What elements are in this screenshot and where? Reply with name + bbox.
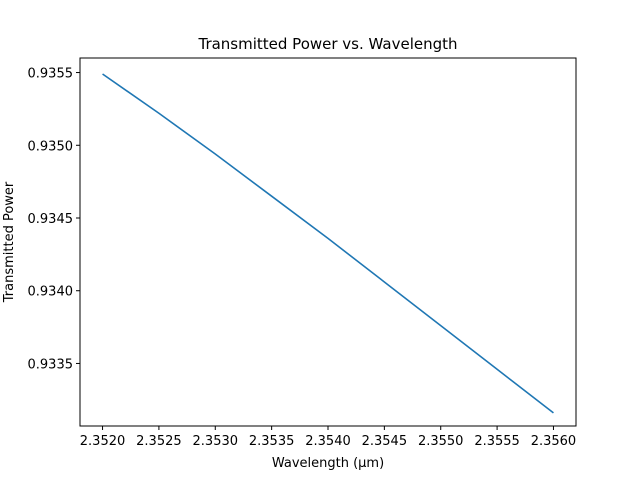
- x-tick-label: 2.3520: [80, 434, 126, 449]
- axes-frame: [79, 57, 577, 427]
- x-tick-label: 2.3530: [193, 434, 239, 449]
- y-tick-label: 0.9335: [28, 357, 74, 372]
- x-tick-label: 2.3535: [249, 434, 295, 449]
- x-tick-label: 2.3550: [418, 434, 464, 449]
- y-axis-label: Transmitted Power: [2, 181, 17, 303]
- y-tick-label: 0.9345: [28, 212, 74, 227]
- chart-title: Transmitted Power vs. Wavelength: [197, 35, 457, 53]
- x-tick-label: 2.3525: [136, 434, 182, 449]
- x-tick-label: 2.3555: [474, 434, 520, 449]
- x-axis-label: Wavelength (µm): [272, 456, 384, 471]
- series-line: [102, 73, 554, 414]
- plot-area: [80, 58, 576, 426]
- x-tick-label: 2.3540: [305, 434, 351, 449]
- series-layer: [102, 73, 554, 414]
- y-tick-label: 0.9355: [28, 67, 74, 82]
- ticks-layer: 2.3520 2.3525 2.3530 2.3535 2.3540 2.3545 2.35…: [28, 67, 577, 449]
- y-tick-label: 0.9340: [28, 285, 74, 300]
- x-tick-label: 2.3545: [362, 434, 408, 449]
- y-tick-label: 0.9350: [28, 139, 74, 154]
- x-tick-label: 2.3560: [531, 434, 577, 449]
